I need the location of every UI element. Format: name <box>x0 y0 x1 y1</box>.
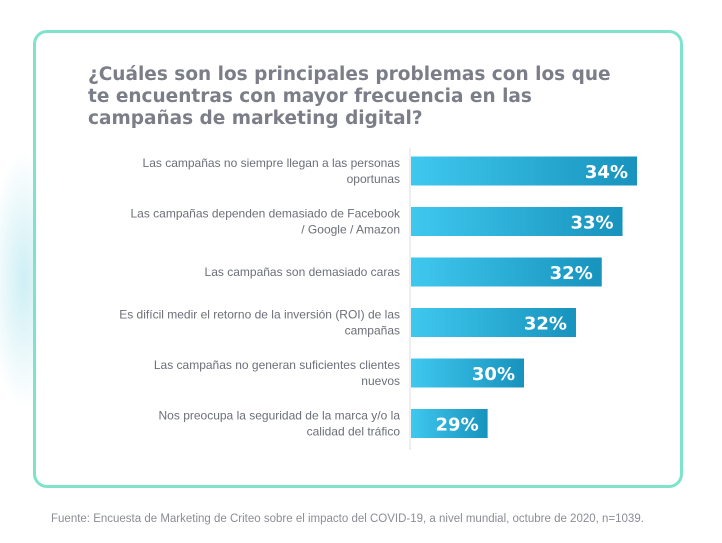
category-label-2-line-1: Las campañas dependen demasiado de Faceb… <box>130 207 401 221</box>
data-label-4: 32% <box>524 314 567 335</box>
category-label-6-line-1: Nos preocupa la seguridad de la marca y/… <box>159 409 401 423</box>
category-label-1-line-1: Las campañas no siempre llegan a las per… <box>143 156 400 170</box>
category-label-6-line-2: calidad del tráfico <box>307 425 401 439</box>
data-label-6: 29% <box>436 415 479 436</box>
bar-5 <box>411 358 524 388</box>
data-label-3: 32% <box>550 263 593 284</box>
source-footnote: Fuente: Encuesta de Marketing de Criteo … <box>51 513 644 525</box>
category-label-5-line-1: Las campañas no generan suficientes clie… <box>154 358 400 372</box>
bar-4 <box>411 308 576 337</box>
category-label-4-line-1: Es difícil medir el retorno de la invers… <box>119 308 400 322</box>
category-label-3-line-1: Las campañas son demasiado caras <box>205 265 400 279</box>
bar-2 <box>411 207 623 236</box>
bar-series: 34% Las campañas no siempre llegan a las … <box>119 156 637 439</box>
data-label-2: 33% <box>570 213 613 234</box>
bar-6 <box>411 409 488 438</box>
bar-3 <box>411 257 602 287</box>
category-label-5-line-2: nuevos <box>361 374 400 388</box>
category-label-4-line-2: campañas <box>345 324 400 338</box>
category-label-2-line-2: / Google / Amazon <box>301 223 400 237</box>
chart-title: ¿Cuáles son los principales problemas co… <box>88 64 611 129</box>
bar-1 <box>411 156 637 186</box>
data-label-5: 30% <box>472 364 515 385</box>
data-label-1: 34% <box>585 162 628 183</box>
category-label-1-line-2: oportunas <box>347 172 400 186</box>
